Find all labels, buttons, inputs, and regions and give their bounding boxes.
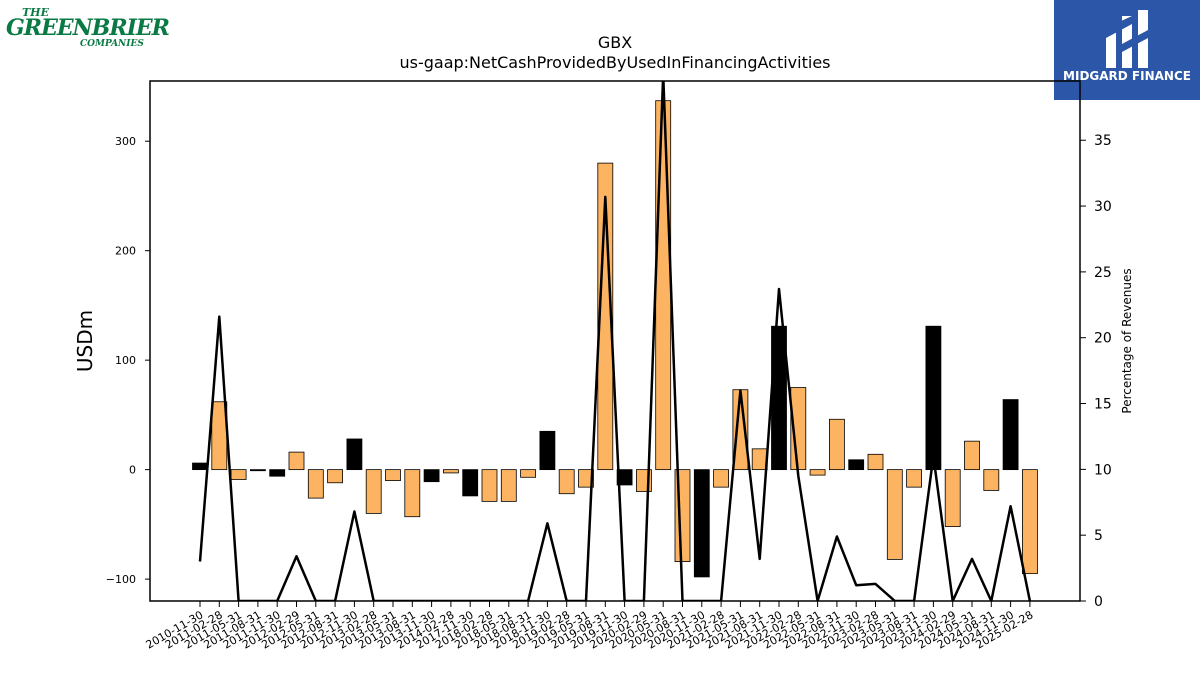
- bar-2019-05-31: [578, 469, 594, 488]
- bar-2024-11-30: [1002, 399, 1019, 471]
- y2-tick-label: 35: [1094, 133, 1112, 149]
- bar-2011-11-30: [269, 469, 286, 477]
- bar-2014-02-28: [442, 469, 459, 474]
- bar-2023-02-28: [867, 453, 884, 471]
- midgard-finance-logo: MIDGARD FINANCE: [1054, 0, 1200, 100]
- bar-2024-05-31: [964, 440, 980, 471]
- y2-axis: 0 5 10 15 20 25 30 35: [1080, 133, 1112, 610]
- bar-2024-02-29: [944, 469, 961, 527]
- bar-2012-05-31: [307, 469, 324, 499]
- bar-2011-08-31: [249, 469, 266, 472]
- bar-2024-08-31: [983, 469, 1000, 491]
- greenbrier-logo: THE GREENBRIER COMPANIES: [6, 6, 170, 52]
- bars-group: [192, 100, 1038, 578]
- y2-tick-label: 10: [1094, 462, 1112, 478]
- y-tick-label: 100: [115, 354, 136, 367]
- bar-2018-08-31: [520, 469, 536, 478]
- bar-2021-08-31: [751, 448, 768, 471]
- y2-tick-label: 15: [1094, 397, 1112, 413]
- y2-tick-label: 0: [1094, 594, 1103, 610]
- bar-2019-02-28: [558, 469, 575, 495]
- plot-frame: [149, 80, 1081, 602]
- bar-2018-11-30: [539, 430, 556, 471]
- bar-2020-05-31: [655, 100, 672, 471]
- bar-2023-08-31: [906, 469, 922, 488]
- bar-2012-11-30: [346, 438, 363, 471]
- bar-2012-08-31: [327, 469, 344, 484]
- bar-2013-08-31: [404, 469, 421, 518]
- y2-tick-label: 5: [1094, 528, 1103, 544]
- logo-sub-text: COMPANIES: [80, 39, 144, 49]
- pct-revenue-line: [198, 81, 1032, 601]
- y-tick-label: −100: [106, 573, 136, 586]
- bar-2013-05-31: [385, 469, 401, 481]
- bar-2021-02-28: [713, 469, 729, 488]
- logo-name-text: GREENBRIER: [6, 15, 170, 41]
- bar-2012-02-29: [288, 451, 305, 471]
- chart-subtitle: us-gaap:NetCashProvidedByUsedInFinancing…: [399, 53, 830, 72]
- y2-tick-label: 30: [1094, 199, 1112, 215]
- bar-2017-11-30: [462, 469, 479, 497]
- y2-tick-label: 20: [1094, 331, 1112, 347]
- bar-2010-11-30: [192, 462, 208, 471]
- x-axis: 2010-11-302011-02-282011-05-312011-08-31…: [144, 601, 1035, 652]
- bar-2019-11-30: [616, 469, 633, 486]
- midgard-mark-icon: [1106, 10, 1148, 68]
- bar-2018-05-31: [500, 469, 517, 502]
- y-tick-label: 300: [115, 135, 136, 148]
- bar-2022-05-31: [809, 469, 826, 476]
- line-group: [198, 81, 1032, 601]
- bar-2022-11-30: [848, 459, 865, 471]
- logo-the-text: THE: [22, 6, 49, 19]
- bar-2023-05-31: [886, 469, 903, 560]
- bar-2023-11-30: [925, 325, 942, 471]
- bar-2011-05-31: [230, 469, 247, 480]
- chart-title: GBX: [598, 33, 632, 52]
- bar-2013-02-28: [365, 469, 382, 514]
- y-tick-label: 200: [115, 245, 136, 258]
- bar-2018-02-28: [481, 469, 498, 502]
- y-axis-label: USDm: [73, 310, 97, 372]
- bar-2025-02-28: [1022, 469, 1038, 575]
- y2-axis-label: Percentage of Revenues: [1120, 268, 1134, 413]
- bar-2019-08-31: [597, 162, 614, 471]
- bar-2022-08-31: [829, 418, 845, 471]
- midgard-brand-text: MIDGARD FINANCE: [1063, 69, 1191, 83]
- bar-2020-11-30: [693, 469, 710, 578]
- y2-tick-label: 25: [1094, 265, 1112, 281]
- bar-2013-11-30: [423, 469, 440, 483]
- y-tick-label: 0: [129, 464, 136, 477]
- y-axis: −100 0 100 200 300: [106, 135, 150, 586]
